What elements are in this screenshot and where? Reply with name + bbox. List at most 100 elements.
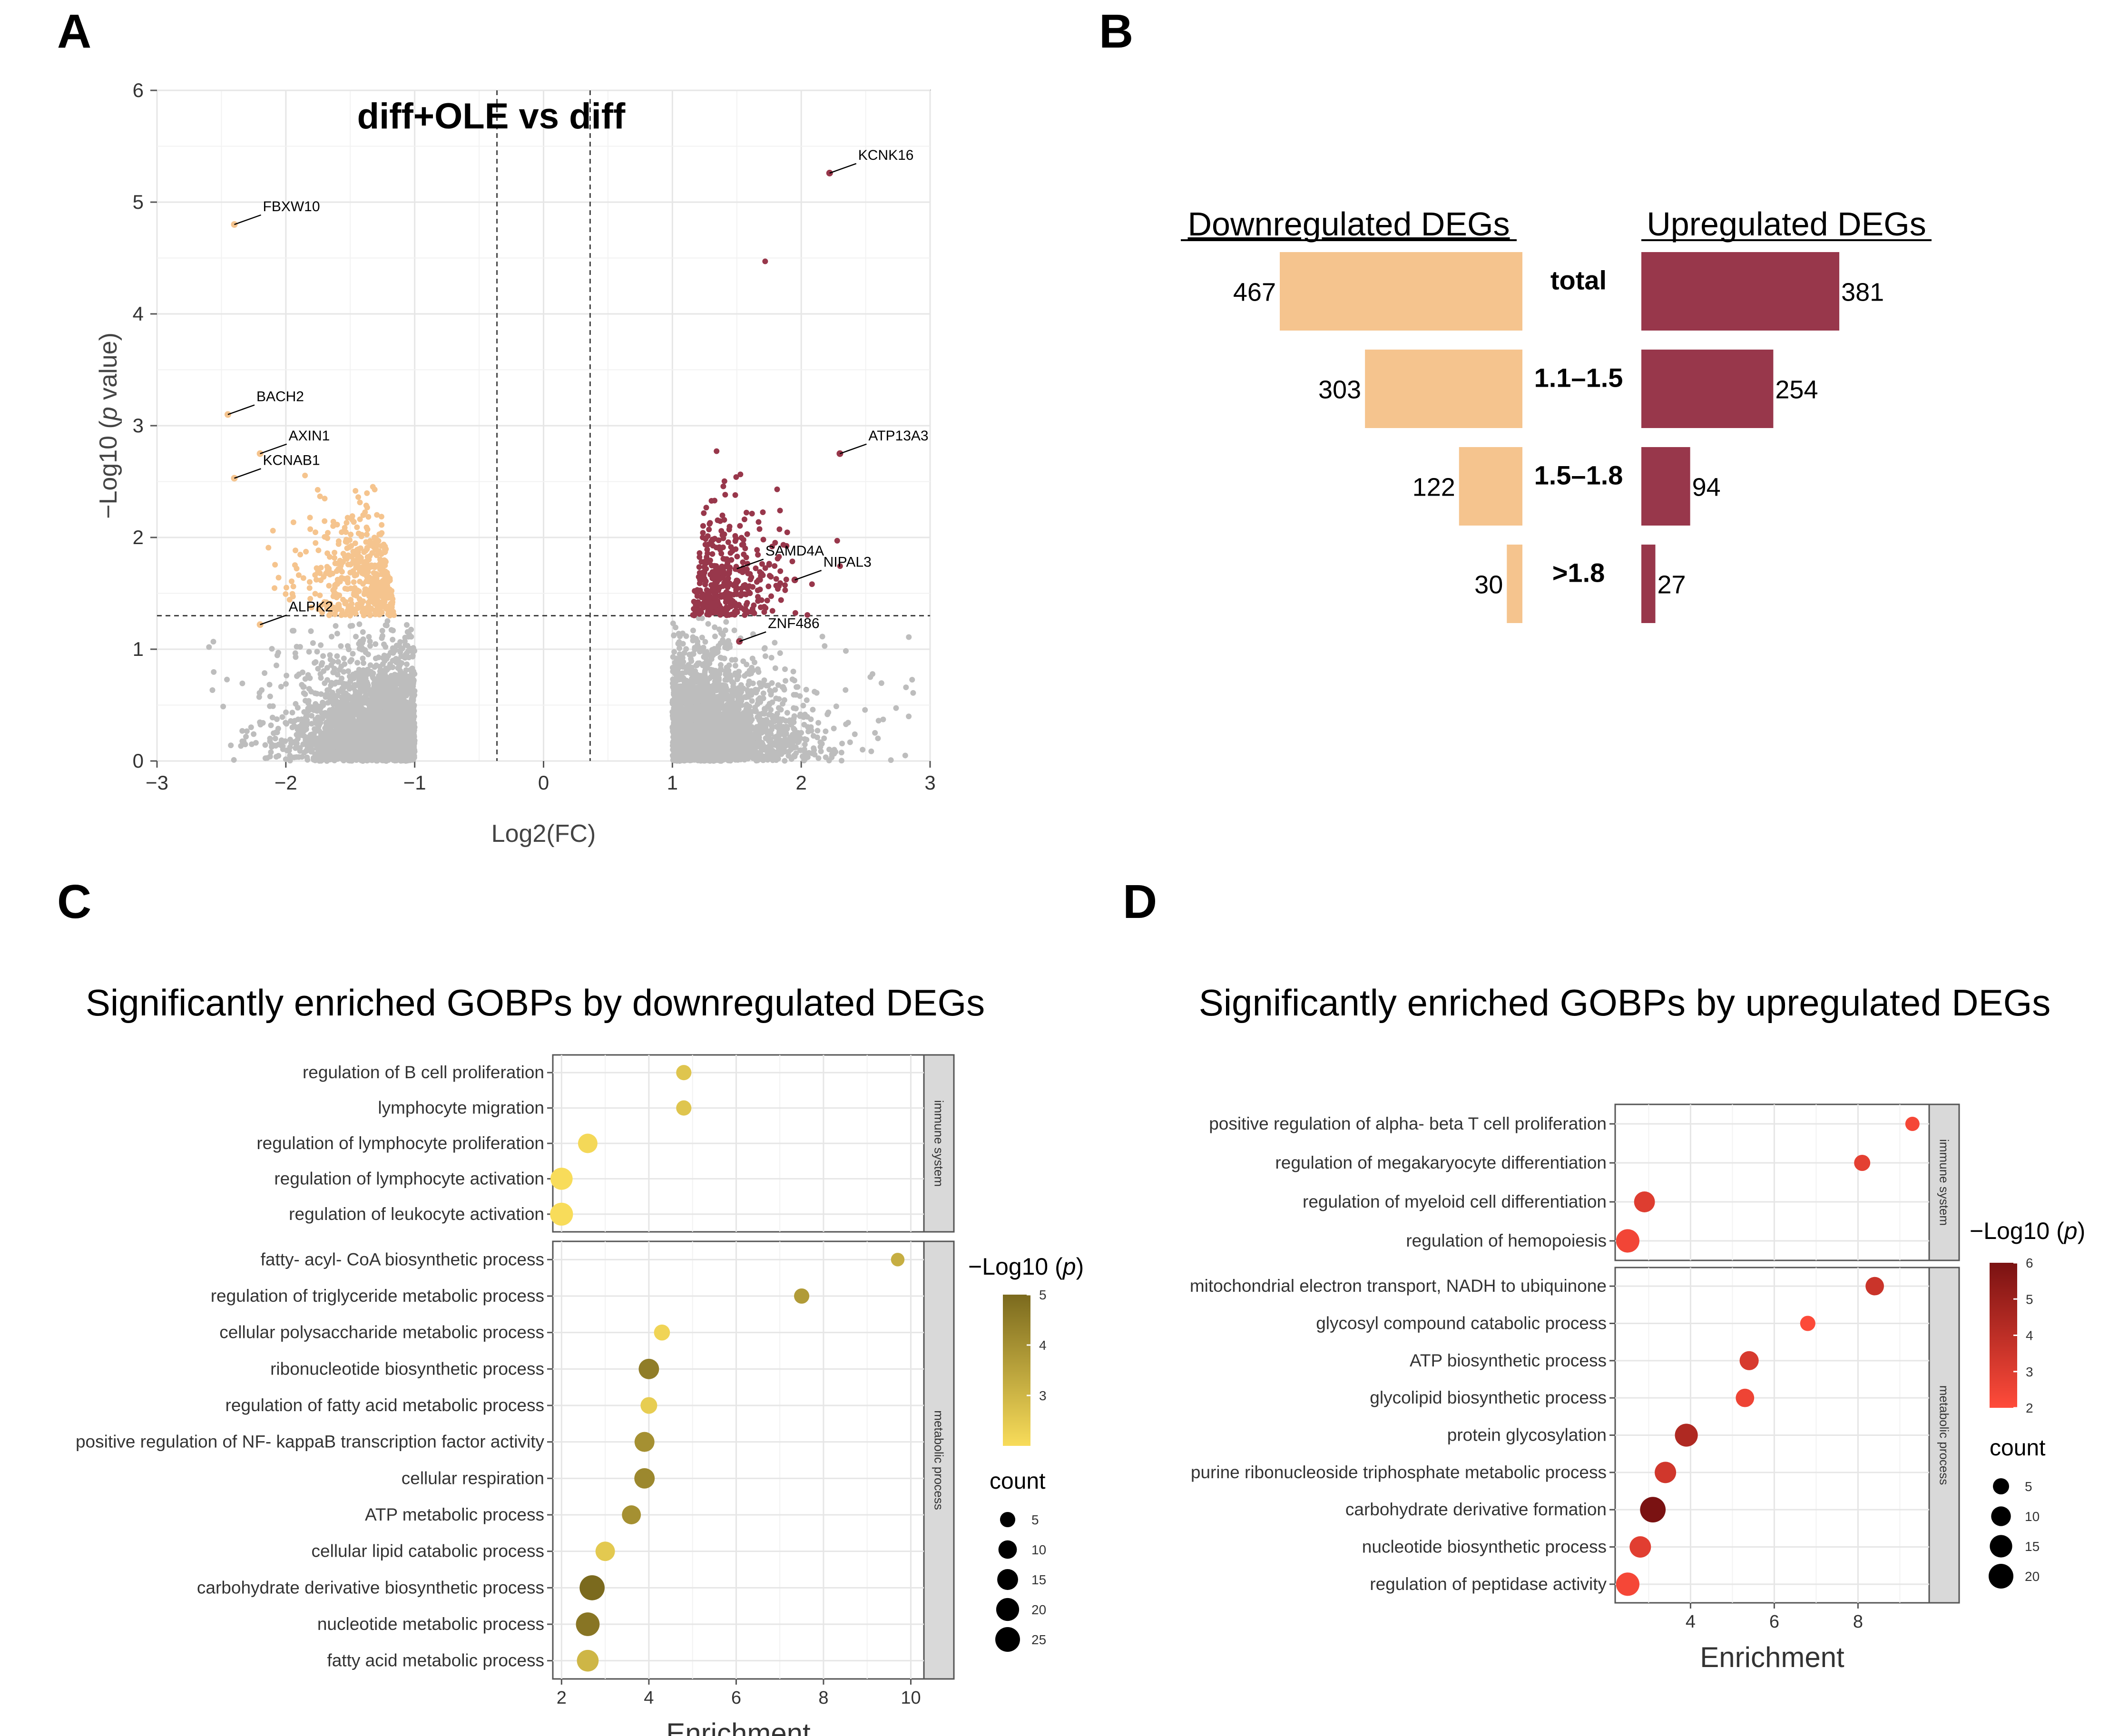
ns-point (348, 753, 354, 760)
ns-point (401, 735, 407, 741)
ns-point (371, 700, 377, 706)
ns-point (309, 721, 315, 727)
ns-point (407, 667, 413, 673)
ns-point (328, 740, 334, 746)
ns-point (325, 732, 332, 738)
ns-point (267, 693, 273, 700)
y-tick-label: 4 (133, 302, 144, 325)
ns-point (323, 738, 329, 744)
ns-point (760, 695, 766, 702)
ns-point (368, 731, 374, 738)
ns-point (308, 712, 314, 719)
ns-point (719, 702, 726, 709)
ns-point (319, 660, 325, 666)
ns-point (376, 744, 383, 750)
ns-point (324, 677, 331, 683)
ns-point (347, 710, 353, 716)
ns-point (220, 703, 226, 710)
ns-point (347, 658, 353, 664)
ns-point (269, 714, 275, 721)
ns-point (814, 728, 821, 734)
ns-point (366, 634, 372, 640)
ns-point (823, 728, 829, 734)
ns-point (360, 674, 366, 680)
ns-point (301, 684, 307, 690)
ns-point (294, 731, 300, 738)
ns-point (383, 623, 390, 629)
ns-point (749, 655, 755, 662)
ns-point (775, 734, 781, 741)
ns-point (761, 711, 767, 717)
ns-point (410, 706, 416, 712)
ns-point (408, 690, 414, 696)
ns-point (783, 678, 789, 684)
ns-point (331, 692, 337, 699)
ns-point (676, 631, 682, 637)
y-label-part: value) (95, 332, 122, 407)
ns-point (389, 681, 395, 687)
ns-point (396, 659, 402, 665)
ns-point (314, 649, 320, 655)
ns-point (338, 643, 344, 649)
ns-point (769, 699, 775, 705)
ns-point (386, 663, 392, 670)
ns-point (404, 629, 411, 635)
ns-point (333, 742, 339, 749)
ns-point (376, 727, 382, 733)
ns-point (688, 664, 695, 671)
ns-point (831, 725, 837, 731)
ns-point (745, 729, 751, 735)
ns-point (286, 747, 292, 753)
ns-point (345, 668, 351, 674)
ns-point (336, 689, 342, 695)
ns-point (387, 697, 393, 703)
ns-point (411, 722, 417, 729)
ns-point (339, 754, 345, 761)
ns-point (801, 722, 807, 728)
ns-point (674, 712, 680, 718)
ns-point (402, 705, 408, 711)
ns-point (299, 754, 305, 760)
ns-point (817, 744, 824, 750)
ns-point (361, 712, 367, 718)
volcano-points (206, 258, 916, 764)
ns-point (792, 753, 798, 760)
ns-point (360, 667, 366, 673)
ns-point (268, 722, 274, 728)
ns-point (304, 757, 311, 763)
ns-point (341, 742, 347, 748)
ns-point (274, 716, 280, 722)
ns-point (390, 636, 396, 643)
ns-point (327, 707, 333, 713)
ns-point (370, 746, 376, 752)
ns-point (797, 713, 803, 719)
ns-point (390, 658, 396, 664)
ns-point (808, 728, 814, 734)
ns-point (315, 666, 321, 672)
ns-point (729, 679, 735, 685)
ns-point (378, 752, 384, 759)
ns-point (398, 690, 404, 696)
ns-point (348, 684, 354, 690)
ns-point (280, 746, 286, 752)
ns-point (355, 711, 362, 717)
ns-point (279, 714, 285, 720)
ns-point (701, 654, 707, 660)
ns-point (299, 721, 305, 727)
ns-point (399, 754, 405, 760)
ns-point (767, 742, 773, 749)
ns-point (768, 654, 775, 661)
ns-point (325, 720, 332, 726)
ns-point (404, 661, 410, 667)
ns-point (785, 753, 792, 759)
ns-point (382, 675, 388, 682)
ns-point (315, 706, 322, 712)
ns-point (683, 646, 689, 652)
ns-point (410, 683, 416, 689)
ns-point (712, 634, 718, 640)
ns-point (320, 653, 326, 659)
ns-point (410, 756, 416, 762)
y-label-italic: p (95, 407, 122, 421)
x-tick-label: 2 (795, 771, 806, 794)
